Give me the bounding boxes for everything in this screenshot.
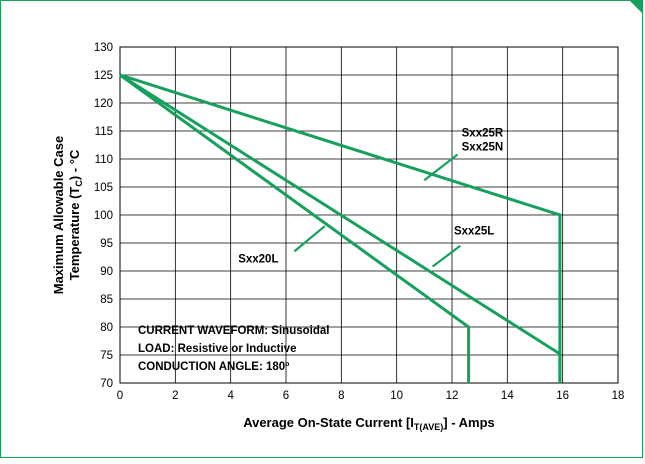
y-tick-label: 85 xyxy=(100,294,113,306)
y-axis-title-line1: Maximum Allowable Case xyxy=(51,136,66,294)
y-tick-label: 125 xyxy=(94,70,113,82)
plot-border xyxy=(119,46,619,384)
series-label-2: Sxx20L xyxy=(238,254,278,266)
y-tick-label: 95 xyxy=(100,238,113,250)
x-tick-label: 6 xyxy=(283,390,289,402)
series-line-0 xyxy=(119,73,562,383)
x-tick-label: 18 xyxy=(612,390,625,402)
y-axis-title-line2-main: Temperature (T xyxy=(67,187,82,281)
annotation-block: CURRENT WAVEFORM: Sinusoidal LOAD: Resist… xyxy=(138,325,329,373)
label-leader-2 xyxy=(293,225,326,253)
series-lines xyxy=(119,73,562,383)
series-line-2 xyxy=(119,73,471,383)
y-tick-label: 115 xyxy=(95,126,113,138)
series-labels: Sxx25R Sxx25N Sxx25L Sxx20L xyxy=(238,128,504,266)
y-tick-label: 100 xyxy=(94,210,113,222)
x-tick-label: 14 xyxy=(501,390,514,402)
y-tick-label: 110 xyxy=(95,154,113,166)
y-axis-title-line2-sub: C xyxy=(74,180,84,187)
label-leader-0 xyxy=(423,153,459,182)
series-label-line: Sxx20L xyxy=(238,254,278,266)
x-axis-title: Average On-State Current [IT(AVE)] - Amp… xyxy=(243,415,495,432)
x-tick-label: 8 xyxy=(338,390,344,402)
annotation-line-0: CURRENT WAVEFORM: Sinusoidal xyxy=(138,325,329,337)
y-tick-label: 120 xyxy=(94,98,113,110)
y-tick-label: 90 xyxy=(100,266,113,278)
annotation-line-2: CONDUCTION ANGLE: 180º xyxy=(138,361,289,373)
grid xyxy=(120,47,618,383)
y-tick-label: 105 xyxy=(94,182,113,194)
x-tick-label: 16 xyxy=(556,390,569,402)
y-tick-label: 80 xyxy=(100,322,113,334)
annotation-line-1: LOAD: Resistive or Inductive xyxy=(138,343,296,355)
series-label-line: Sxx25L xyxy=(454,226,494,238)
label-leaders xyxy=(293,153,461,268)
x-axis-title-main: Average On-State Current [I xyxy=(243,415,414,430)
y-axis-title-line2-tail: ) - °C xyxy=(67,149,82,180)
tick-labels: 0 2 4 6 8 10 12 14 16 18 70 75 80 85 90 95 100 105 110 115 1… xyxy=(94,42,625,402)
corner-accent xyxy=(630,1,642,13)
series-label-line: Sxx25N xyxy=(462,142,504,154)
x-tick-label: 4 xyxy=(227,390,234,402)
y-tick-label: 70 xyxy=(100,378,113,390)
x-axis-title-sub: T(AVE) xyxy=(414,422,443,432)
x-axis-title-tail: ] - Amps xyxy=(443,415,495,430)
y-axis-title-line2: Temperature (TC) - °C xyxy=(67,149,84,280)
y-tick-label: 130 xyxy=(94,42,113,54)
label-leader-1 xyxy=(431,244,461,268)
series-line-1 xyxy=(119,73,562,383)
x-tick-label: 2 xyxy=(172,390,178,402)
x-tick-label: 12 xyxy=(446,390,459,402)
x-tick-label: 10 xyxy=(390,390,403,402)
y-tick-label: 75 xyxy=(100,350,113,362)
series-label-line: Sxx25R xyxy=(462,128,504,140)
series-label-0: Sxx25R Sxx25N xyxy=(462,128,504,154)
x-tick-label: 0 xyxy=(117,390,123,402)
series-label-1: Sxx25L xyxy=(454,226,494,238)
y-axis-title: Maximum Allowable Case Temperature (TC) … xyxy=(51,136,84,294)
